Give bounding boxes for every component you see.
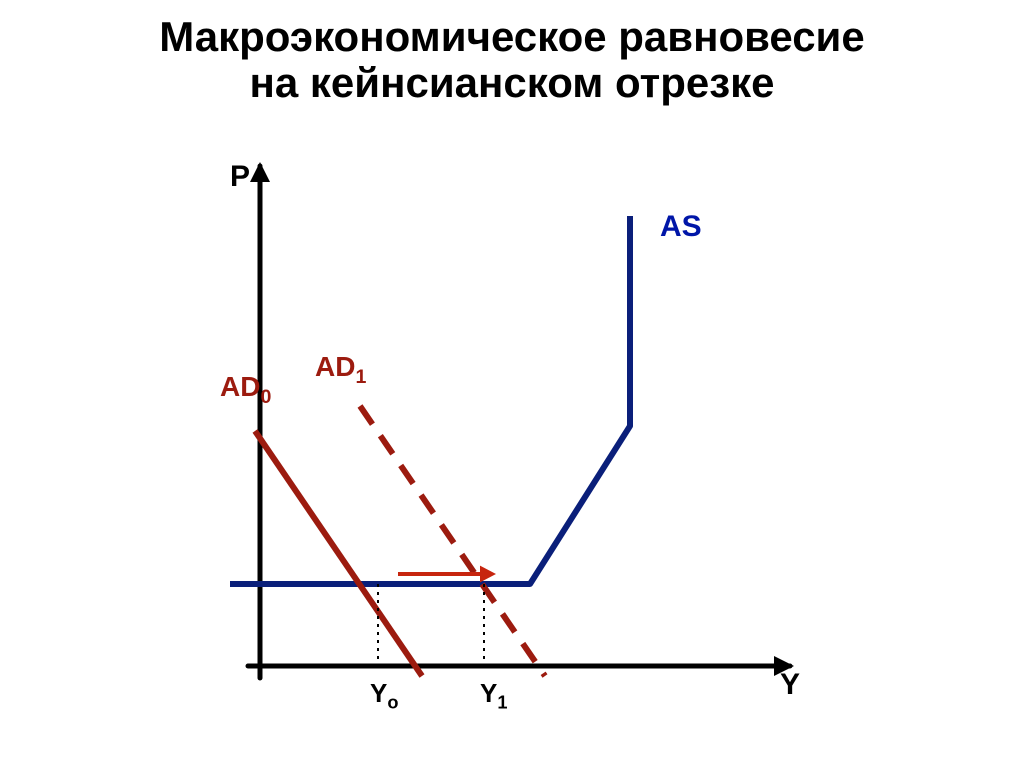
tick-label-y1: Y1 [480,678,507,713]
title-line-2: на кейнсианском отрезке [250,59,775,106]
y-axis-arrowhead [250,162,270,182]
ad0-curve [255,431,422,676]
page-title: Макроэкономическое равновесие на кейнсиа… [0,0,1024,106]
x-axis-label: Y [780,668,800,701]
ad1-curve-label: AD1 [315,351,366,388]
title-line-1: Макроэкономическое равновесие [159,13,864,60]
as-curve-label: AS [660,210,702,243]
ad1-curve [360,406,545,676]
y-axis-label: P [230,160,250,193]
as-ad-chart: P Y AS AD0 AD1 Yo Y1 [0,106,1024,746]
ad0-curve-label: AD0 [220,371,271,408]
chart-container: P Y AS AD0 AD1 Yo Y1 [0,106,1024,746]
tick-label-y0: Yo [370,678,398,713]
as-curve [230,216,630,584]
shift-arrow-head [480,566,496,583]
